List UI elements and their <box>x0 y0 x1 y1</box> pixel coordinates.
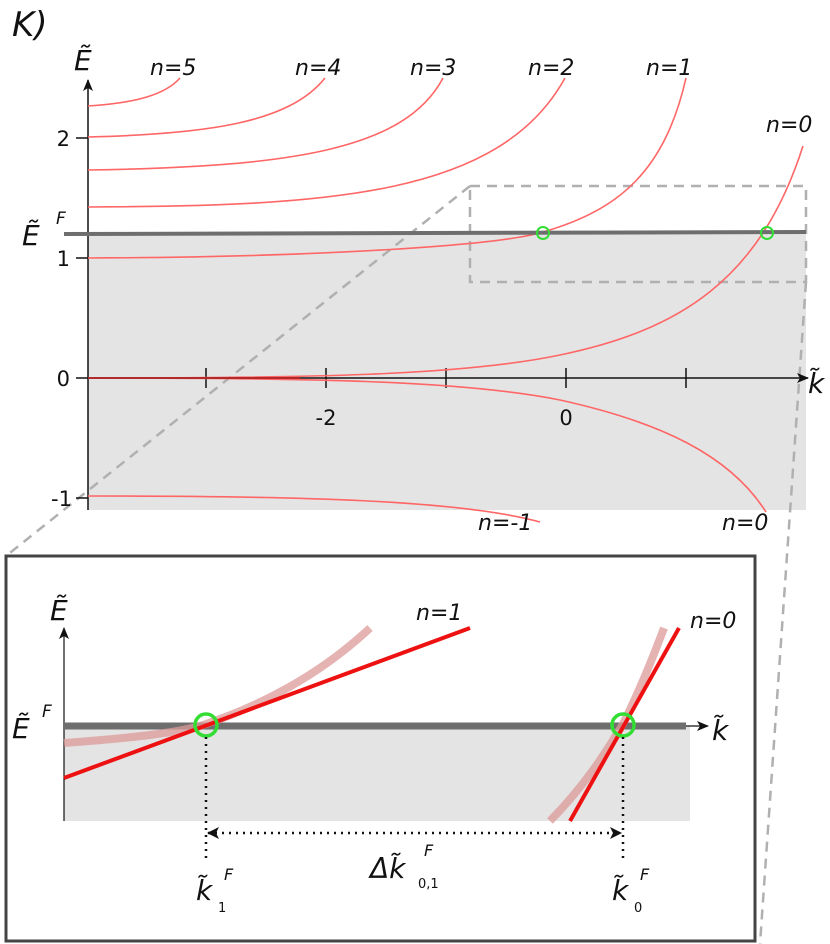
inset-band-n1-linear <box>63 626 471 780</box>
k1-subscript: 1 <box>218 901 226 916</box>
inset-fermi-superscript: F <box>42 702 52 722</box>
x-axis-symbol: k̃ <box>808 367 826 400</box>
band-n5 <box>87 77 181 107</box>
band-n2 <box>87 77 566 208</box>
band-label-n2: n=2 <box>528 56 574 81</box>
delta-k-superscript: F <box>424 841 434 860</box>
band-label-n1: n=1 <box>646 56 692 81</box>
inset-band-label-n1: n=1 <box>416 601 462 626</box>
y-tick-label-1: 1 <box>57 247 70 271</box>
inset-crossing-k1 <box>193 712 219 738</box>
x-tick-label-neg2: -2 <box>316 406 337 430</box>
fermi-label: Ẽ <box>22 219 40 252</box>
inset-band-n0-linear <box>568 627 681 822</box>
crossing-marker-n0 <box>760 226 774 240</box>
band-label-n0-bottom: n=0 <box>722 511 768 536</box>
y-ticks <box>76 137 88 499</box>
band-n-1 <box>87 495 541 523</box>
main-plot: 2 1 0 -1 -2 0 Ẽ k̃ Ẽ F n=5 n=4 n=3 n=2 n… <box>5 44 826 944</box>
band-n1 <box>87 77 687 259</box>
inset-band-label-n0: n=0 <box>690 609 736 634</box>
zoom-guide-left <box>5 185 471 557</box>
band-n0-upper <box>87 145 804 379</box>
y-tick-label-neg1: -1 <box>51 487 72 511</box>
panel-label: K) <box>12 5 48 45</box>
inset-crossing-k0 <box>610 712 636 738</box>
band-label-n-1: n=-1 <box>478 511 532 536</box>
fermi-superscript: F <box>56 209 66 229</box>
fermi-line <box>63 230 807 236</box>
k0-subscript: 0 <box>634 901 642 916</box>
band-label-n0-top: n=0 <box>766 113 812 138</box>
inset-x-axis-symbol: k̃ <box>712 714 730 747</box>
band-label-n5: n=5 <box>150 56 196 81</box>
inset-fermi-label: Ẽ <box>12 712 30 745</box>
x-tick-label-0: 0 <box>559 406 572 430</box>
delta-k-label: Δk̃ <box>368 852 407 885</box>
filled-region <box>88 234 806 510</box>
y-tick-label-0: 0 <box>57 367 70 391</box>
inset-panel: Ẽ k̃ Ẽ F n=1 n=0 k̃ F 1 k̃ F 0 Δk̃ F 0,1 <box>4 554 757 943</box>
band-n3 <box>87 77 444 171</box>
band-label-n4: n=4 <box>295 56 341 81</box>
inset-y-axis-symbol: Ẽ <box>50 594 68 627</box>
delta-k-subscript: 0,1 <box>418 877 439 892</box>
k1-label: k̃ <box>196 874 214 907</box>
crossing-marker-n1 <box>536 226 550 240</box>
delta-k-arrowhead-left <box>207 827 219 839</box>
k1-superscript: F <box>224 865 234 884</box>
y-axis-symbol: Ẽ <box>74 44 92 77</box>
delta-k-arrowhead-right <box>610 827 622 839</box>
zoom-guide-right <box>758 281 808 944</box>
x-ticks <box>205 368 687 388</box>
y-tick-label-2: 2 <box>57 127 70 151</box>
k0-superscript: F <box>640 865 650 884</box>
band-n4 <box>87 77 326 138</box>
k0-label: k̃ <box>612 874 630 907</box>
band-label-n3: n=3 <box>410 56 456 81</box>
